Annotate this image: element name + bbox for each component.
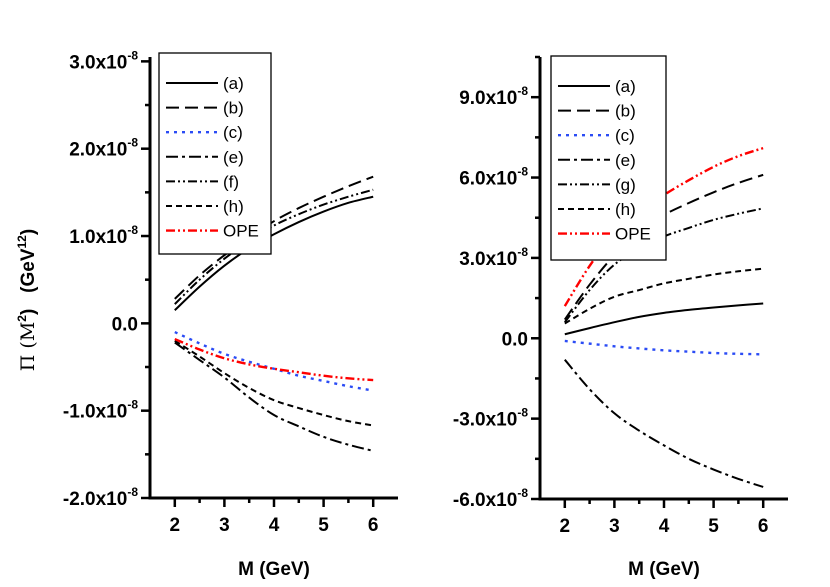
legend-label: OPE [223, 222, 259, 241]
y-tick-label-exponent: -8 [127, 136, 138, 150]
y-tick-label-base: 2.0x10 [69, 140, 127, 161]
series-line-c [174, 330, 374, 392]
y-axis-label-sup2: 12 [15, 235, 29, 249]
y-tick-label-exponent: -8 [127, 48, 138, 62]
x-tick-label: 6 [368, 515, 379, 536]
y-tick-label: 2.0x10-8 [69, 136, 138, 161]
y-tick-label-base: -2.0x10 [63, 489, 127, 510]
series-line-a [174, 195, 374, 311]
y-tick-label-base: 3.0x10 [69, 52, 127, 73]
legend: (a) (b) (c) (e) (f) (h) OPE [158, 52, 272, 255]
legend-box [550, 55, 667, 261]
legend-label: (a) [223, 74, 244, 93]
legend-label: (h) [615, 200, 636, 219]
y-axis-label-sup1: 2 [15, 315, 29, 322]
x-tick-label: 4 [269, 515, 280, 536]
y-tick-label-base: 3.0x10 [459, 249, 517, 270]
y-tick-label: 0.0 [502, 329, 528, 350]
y-tick-label-exponent: -8 [517, 165, 528, 179]
series-line-f [174, 188, 374, 305]
series-line-c [564, 339, 764, 356]
x-tick-label: 2 [170, 515, 181, 536]
y-tick-label: 0.0 [112, 314, 138, 335]
x-tick-label: 4 [659, 516, 670, 537]
series-line-ope [174, 337, 374, 382]
y-tick-label-base: 9.0x10 [459, 88, 517, 109]
legend-label: (a) [615, 77, 636, 96]
legend-label: (e) [223, 148, 244, 167]
right-x-axis-label: M (GeV) [628, 559, 700, 580]
y-axis-label: Π (M2) (GeV12) [15, 229, 39, 371]
y-tick-label: 3.0x10-8 [69, 48, 138, 73]
y-tick-label-base: 0.0 [502, 329, 528, 350]
legend-label: (f) [223, 172, 239, 191]
x-tick-label: 5 [708, 516, 719, 537]
x-tick-label: 3 [609, 516, 620, 537]
right-panel: 2 3 4 5 69.0x10-86.0x10-83.0x10-80.0-3.0x10-… [453, 55, 788, 537]
legend-label: OPE [615, 225, 651, 244]
y-tick-label-exponent: -8 [127, 485, 138, 499]
y-tick-label-base: -1.0x10 [63, 402, 127, 423]
x-tick-label: 2 [560, 516, 571, 537]
left-panel: 2 3 4 5 63.0x10-82.0x10-81.0x10-80.0-1.0x10-… [63, 48, 398, 536]
y-tick-label-exponent: -8 [517, 486, 528, 500]
y-tick-label-base: 6.0x10 [459, 169, 517, 190]
x-tick-label: 5 [318, 515, 329, 536]
y-tick-label-exponent: -8 [127, 398, 138, 412]
y-tick-label: -2.0x10-8 [63, 485, 138, 510]
y-tick-label: 6.0x10-8 [459, 165, 528, 190]
y-tick-label-exponent: -8 [517, 245, 528, 259]
legend-label: (g) [615, 175, 636, 194]
y-tick-label-exponent: -8 [517, 84, 528, 98]
legend-label: (c) [223, 123, 243, 142]
x-tick-label: 3 [219, 515, 230, 536]
series-line-e [564, 359, 764, 488]
y-tick-label: 1.0x10-8 [69, 223, 138, 248]
legend-label: (b) [223, 99, 244, 118]
legend-box [158, 52, 272, 255]
left-x-axis-label: M (GeV) [238, 559, 310, 580]
y-tick-label: -6.0x10-8 [453, 486, 528, 511]
legend-label: (h) [223, 197, 244, 216]
y-tick-label-exponent: -8 [127, 223, 138, 237]
series-line-h [174, 339, 374, 427]
y-tick-label: -3.0x10-8 [453, 406, 528, 431]
x-tick-label: 6 [758, 516, 769, 537]
series-line-a [564, 302, 764, 336]
series-line-b [174, 175, 374, 300]
y-axis-label-end: ) [18, 229, 39, 235]
y-tick-label-exponent: -8 [517, 406, 528, 420]
y-tick-label-base: 0.0 [112, 314, 138, 335]
legend-label: (e) [615, 151, 636, 170]
legend-label: (b) [615, 102, 636, 121]
y-tick-label-base: -6.0x10 [453, 490, 517, 511]
legend: (a) (b) (c) (e) (g) (h) OPE [550, 55, 667, 261]
y-tick-label-base: -3.0x10 [453, 410, 517, 431]
y-axis-label-pi: Π (M [17, 322, 39, 371]
series-line-h [564, 267, 764, 325]
y-tick-label: 9.0x10-8 [459, 84, 528, 109]
y-axis-label-mid: ) (GeV [18, 248, 39, 315]
legend-label: (c) [615, 126, 635, 145]
y-tick-label: -1.0x10-8 [63, 398, 138, 423]
y-tick-label-base: 1.0x10 [69, 227, 127, 248]
y-tick-label: 3.0x10-8 [459, 245, 528, 270]
series-line-e [174, 341, 374, 452]
